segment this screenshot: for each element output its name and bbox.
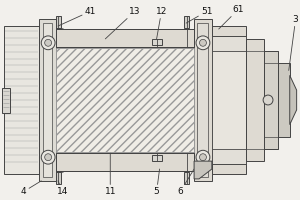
Bar bbox=[56, 48, 194, 152]
Bar bbox=[184, 172, 189, 184]
Polygon shape bbox=[194, 161, 212, 179]
Circle shape bbox=[196, 150, 210, 164]
Polygon shape bbox=[290, 75, 297, 125]
Circle shape bbox=[196, 36, 210, 50]
Bar bbox=[56, 29, 194, 47]
Text: 11: 11 bbox=[104, 153, 116, 196]
Bar bbox=[212, 26, 246, 174]
Text: 3: 3 bbox=[289, 15, 298, 70]
Text: 4: 4 bbox=[21, 181, 41, 196]
Text: 5: 5 bbox=[154, 169, 160, 196]
Text: 61: 61 bbox=[219, 5, 244, 29]
Bar bbox=[184, 16, 189, 28]
Circle shape bbox=[41, 150, 55, 164]
Text: 13: 13 bbox=[105, 7, 141, 39]
Circle shape bbox=[263, 95, 273, 105]
Text: 12: 12 bbox=[156, 7, 167, 39]
Bar bbox=[152, 39, 161, 45]
Text: 14: 14 bbox=[57, 181, 69, 196]
Bar bbox=[56, 16, 61, 28]
Circle shape bbox=[200, 39, 206, 46]
Bar bbox=[56, 153, 194, 171]
Bar bbox=[2, 88, 10, 113]
Bar bbox=[56, 172, 61, 184]
Bar bbox=[212, 51, 246, 149]
Bar bbox=[4, 26, 39, 174]
Bar bbox=[264, 51, 278, 149]
Text: 51: 51 bbox=[186, 7, 213, 23]
Text: 41: 41 bbox=[58, 7, 96, 26]
Circle shape bbox=[45, 154, 52, 161]
Bar bbox=[197, 23, 208, 177]
Circle shape bbox=[45, 39, 52, 46]
Circle shape bbox=[41, 36, 55, 50]
Bar bbox=[43, 23, 52, 177]
Bar bbox=[246, 39, 264, 161]
Bar bbox=[194, 19, 212, 181]
Bar bbox=[212, 36, 246, 164]
Bar bbox=[278, 63, 290, 137]
Circle shape bbox=[200, 154, 206, 161]
Bar bbox=[56, 48, 194, 152]
Bar bbox=[39, 19, 56, 181]
Text: 6: 6 bbox=[177, 169, 194, 196]
Bar bbox=[152, 155, 161, 161]
